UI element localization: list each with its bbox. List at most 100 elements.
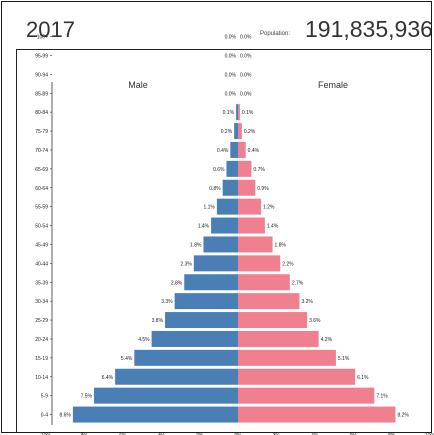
female-bar-30-34 xyxy=(238,293,299,309)
male-value-label: 1.8% xyxy=(190,242,202,248)
age-tick-label: 65-69 xyxy=(35,167,48,173)
female-bar-60-64 xyxy=(238,180,255,196)
female-bar-45-49 xyxy=(238,236,273,252)
male-value-label: 0.1% xyxy=(223,110,235,116)
female-value-label: 1.4% xyxy=(267,224,279,230)
male-value-label: 1.1% xyxy=(203,205,215,211)
female-value-label: 1.8% xyxy=(275,242,287,248)
age-tick-label: 85-89 xyxy=(35,91,48,97)
female-value-label: 0.0% xyxy=(240,53,252,59)
female-bar-65-69 xyxy=(238,161,251,177)
female-bar-0-4 xyxy=(238,407,395,423)
female-value-label: 4.2% xyxy=(321,337,333,343)
male-value-label: 7.5% xyxy=(81,394,93,400)
female-bar-50-54 xyxy=(238,218,265,234)
age-tick-label: 75-79 xyxy=(35,129,48,135)
female-bar-35-39 xyxy=(238,274,290,290)
age-tick-label: 10-14 xyxy=(35,375,48,381)
age-tick-label: 70-74 xyxy=(35,148,48,154)
male-bar-20-24 xyxy=(152,331,238,347)
female-bar-70-74 xyxy=(238,142,246,158)
male-value-label: 2.8% xyxy=(171,280,183,286)
female-value-label: 7.1% xyxy=(376,394,388,400)
female-value-label: 0.0% xyxy=(240,72,252,78)
age-tick-label: 50-54 xyxy=(35,224,48,230)
male-value-label: 5.4% xyxy=(121,356,133,362)
female-bar-25-29 xyxy=(238,312,307,328)
female-bar-10-14 xyxy=(238,369,355,385)
male-value-label: 3.8% xyxy=(152,318,164,324)
male-value-label: 0.6% xyxy=(213,167,225,173)
male-bar-10-14 xyxy=(115,369,238,385)
male-bar-55-59 xyxy=(217,199,238,215)
female-bar-80-84 xyxy=(238,104,240,120)
female-value-label: 0.2% xyxy=(244,129,256,135)
female-value-label: 0.1% xyxy=(242,110,254,116)
male-bar-60-64 xyxy=(223,180,238,196)
age-tick-label: 0-4 xyxy=(41,413,48,419)
female-bar-40-44 xyxy=(238,255,280,271)
male-bar-0-4 xyxy=(73,407,238,423)
female-value-label: 2.2% xyxy=(282,261,294,267)
female-value-label: 8.2% xyxy=(397,413,409,419)
female-value-label: 6.1% xyxy=(357,375,369,381)
male-bar-5-9 xyxy=(94,388,238,404)
female-bar-55-59 xyxy=(238,199,261,215)
age-tick-label: 90-94 xyxy=(35,72,48,78)
age-tick-label: 60-64 xyxy=(35,186,48,192)
female-value-label: 3.6% xyxy=(309,318,321,324)
female-value-label: 0.4% xyxy=(248,148,260,154)
age-tick-label: 20-24 xyxy=(35,337,48,343)
male-series-label: Male xyxy=(128,80,148,90)
male-value-label: 0.0% xyxy=(225,91,237,97)
male-value-label: 0.0% xyxy=(225,35,237,41)
male-value-label: 2.3% xyxy=(180,261,192,267)
female-value-label: 0.0% xyxy=(240,35,252,41)
male-value-label: 0.0% xyxy=(225,72,237,78)
male-bar-70-74 xyxy=(230,142,238,158)
age-tick-label: 100+ xyxy=(37,35,48,41)
female-bar-15-19 xyxy=(238,350,336,366)
male-bar-25-29 xyxy=(165,312,238,328)
female-value-label: 0.9% xyxy=(257,186,269,192)
male-bar-40-44 xyxy=(194,255,238,271)
age-tick-label: 95-99 xyxy=(35,53,48,59)
male-value-label: 0.8% xyxy=(209,186,221,192)
age-tick-label: 5-9 xyxy=(41,394,48,400)
male-value-label: 0.4% xyxy=(217,148,229,154)
male-value-label: 6.4% xyxy=(102,375,114,381)
female-value-label: 5.1% xyxy=(338,356,350,362)
male-bar-75-79 xyxy=(234,123,238,139)
age-tick-label: 25-29 xyxy=(35,318,48,324)
male-value-label: 4.5% xyxy=(138,337,150,343)
male-value-label: 1.4% xyxy=(198,224,210,230)
female-series-label: Female xyxy=(318,80,348,90)
male-bar-80-84 xyxy=(236,104,238,120)
female-bar-75-79 xyxy=(238,123,242,139)
age-tick-label: 80-84 xyxy=(35,110,48,116)
female-bar-20-24 xyxy=(238,331,319,347)
female-value-label: 2.7% xyxy=(292,280,304,286)
female-value-label: 0.0% xyxy=(240,91,252,97)
age-tick-label: 30-34 xyxy=(35,299,48,305)
male-bar-50-54 xyxy=(211,218,238,234)
age-tick-label: 55-59 xyxy=(35,205,48,211)
male-bar-30-34 xyxy=(175,293,238,309)
age-tick-label: 45-49 xyxy=(35,242,48,248)
male-bar-15-19 xyxy=(134,350,238,366)
male-value-label: 0.0% xyxy=(225,53,237,59)
age-tick-label: 40-44 xyxy=(35,261,48,267)
male-value-label: 3.3% xyxy=(161,299,173,305)
male-value-label: 0.2% xyxy=(221,129,233,135)
male-bar-35-39 xyxy=(184,274,238,290)
male-bar-65-69 xyxy=(226,161,238,177)
female-value-label: 1.2% xyxy=(263,205,275,211)
age-tick-label: 15-19 xyxy=(35,356,48,362)
male-value-label: 8.6% xyxy=(59,413,71,419)
male-bar-45-49 xyxy=(203,236,238,252)
female-value-label: 0.7% xyxy=(253,167,265,173)
age-tick-label: 35-39 xyxy=(35,280,48,286)
female-bar-5-9 xyxy=(238,388,374,404)
female-value-label: 3.2% xyxy=(301,299,313,305)
